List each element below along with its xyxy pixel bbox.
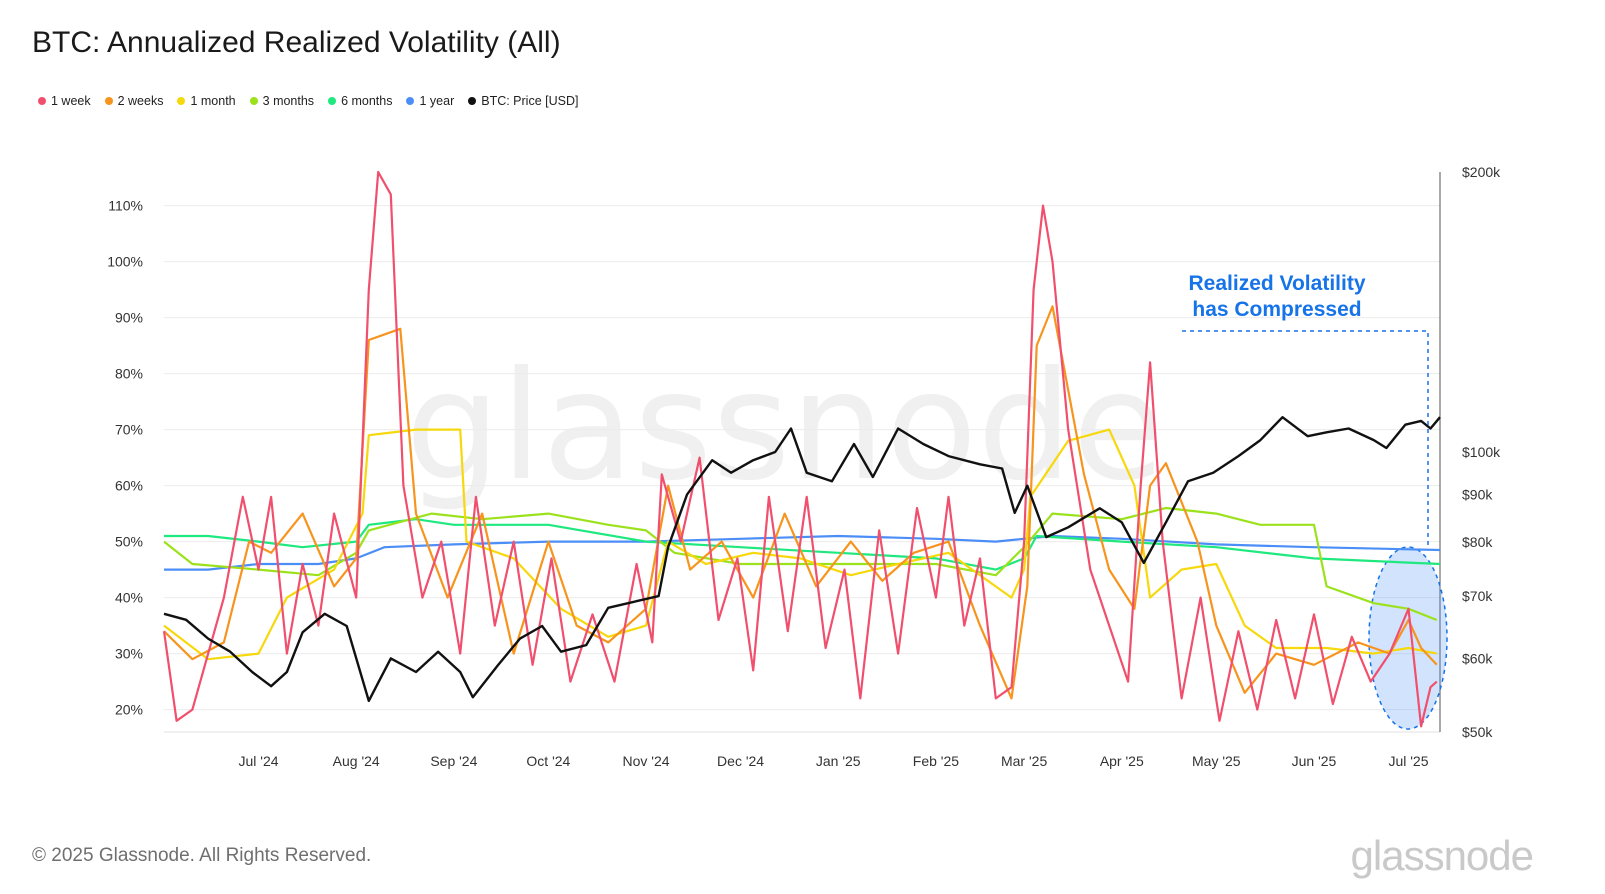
series-lines [162, 170, 1441, 728]
x-tick-label: Dec '24 [717, 753, 764, 769]
y-left-tick-label: 40% [115, 590, 143, 606]
legend-dot [328, 97, 337, 105]
annotation-line-2: has Compressed [1192, 298, 1361, 321]
series-line-6-months [164, 518, 1441, 571]
legend-dot [406, 97, 415, 105]
legend-label: 2 weeks [117, 94, 164, 108]
grid-lines [164, 205, 1440, 733]
x-tick-label: Mar '25 [1001, 753, 1047, 769]
annotation-line-1: Realized Volatility [1189, 272, 1366, 295]
legend-item-1-week[interactable]: 1 week [38, 94, 91, 108]
y-left-tick-label: 80% [115, 366, 143, 382]
legend-label: 6 months [341, 94, 393, 108]
x-tick-label: Nov '24 [623, 753, 670, 769]
x-tick-label: Aug '24 [333, 753, 380, 769]
series-line-1-year [164, 534, 1441, 571]
legend-dot [249, 97, 258, 105]
x-tick-label: May '25 [1192, 753, 1241, 769]
series-line-1-month [163, 428, 1438, 661]
y-left-tick-label: 90% [115, 310, 143, 326]
y-left-tick-label: 30% [115, 646, 143, 662]
legend-item-2-weeks[interactable]: 2 weeks [104, 94, 164, 108]
legend-dot [38, 97, 46, 105]
watermark: glassnode [405, 340, 1164, 514]
series-line-btc-price-usd [163, 416, 1441, 703]
y-left-tick-label: 60% [115, 478, 143, 494]
series-line-2-weeks [163, 305, 1438, 700]
y-right-tick-label: $70k [1462, 588, 1493, 604]
legend-dot [104, 97, 113, 105]
legend-label: BTC: Price [USD] [481, 94, 579, 108]
x-tick-label: Jul '25 [1388, 753, 1428, 769]
y-left-tick-label: 70% [115, 422, 143, 438]
legend-item-6-months[interactable]: 6 months [328, 94, 392, 108]
legend-label: 1 year [419, 94, 455, 108]
y-right-tick-label: $60k [1462, 650, 1493, 666]
x-tick-label: Feb '25 [913, 753, 959, 769]
glassnode-logo: glassnode [1350, 832, 1534, 879]
legend-dot [177, 97, 186, 105]
y-left-tick-label: 50% [115, 534, 143, 550]
legend-label: 1 month [190, 94, 236, 108]
x-axis: Jul '24 Aug '24 Sep '24 Oct '24 Nov '24 Dec '… [239, 753, 1429, 769]
legend-label: 1 week [51, 94, 91, 108]
x-tick-label: Sep '24 [430, 753, 477, 769]
y-right-tick-label: $200k [1462, 164, 1501, 180]
y-right-tick-label: $90k [1462, 487, 1493, 503]
y-left-tick-label: 20% [115, 702, 143, 718]
x-tick-label: Apr '25 [1100, 753, 1144, 769]
series-line-3-months [163, 506, 1438, 622]
x-tick-label: Oct '24 [526, 753, 570, 769]
legend-item-btc-price[interactable]: BTC: Price [USD] [468, 94, 578, 108]
series-line-1-week [162, 170, 1438, 728]
y-right-tick-label: $80k [1462, 534, 1493, 550]
y-left-tick-label: 100% [107, 254, 143, 270]
legend-dot [468, 97, 477, 105]
legend-item-1-month[interactable]: 1 month [177, 94, 236, 108]
copyright-footer: © 2025 Glassnode. All Rights Reserved. [32, 845, 372, 866]
y-axis-left: 20% 30% 40% 50% 60% 70% 80% 90% 100% 110% [107, 198, 143, 718]
y-left-tick-label: 110% [108, 198, 143, 214]
compression-highlight [1368, 546, 1448, 730]
y-right-tick-label: $50k [1462, 724, 1493, 740]
chart-title: BTC: Annualized Realized Volatility (All… [32, 26, 561, 59]
legend-label: 3 months [262, 94, 315, 108]
x-tick-label: Jan '25 [816, 753, 861, 769]
chart-legend: 1 week 2 weeks 1 month 3 months 6 months… [38, 94, 578, 108]
annotation-connector [1182, 330, 1429, 546]
x-tick-label: Jul '24 [239, 753, 279, 769]
y-right-tick-label: $100k [1462, 444, 1501, 460]
y-axis-right: $50k $60k $70k $80k $90k $100k $200k [1439, 164, 1501, 740]
legend-item-3-months[interactable]: 3 months [249, 94, 315, 108]
legend-item-1-year[interactable]: 1 year [406, 94, 454, 108]
x-tick-label: Jun '25 [1292, 753, 1337, 769]
